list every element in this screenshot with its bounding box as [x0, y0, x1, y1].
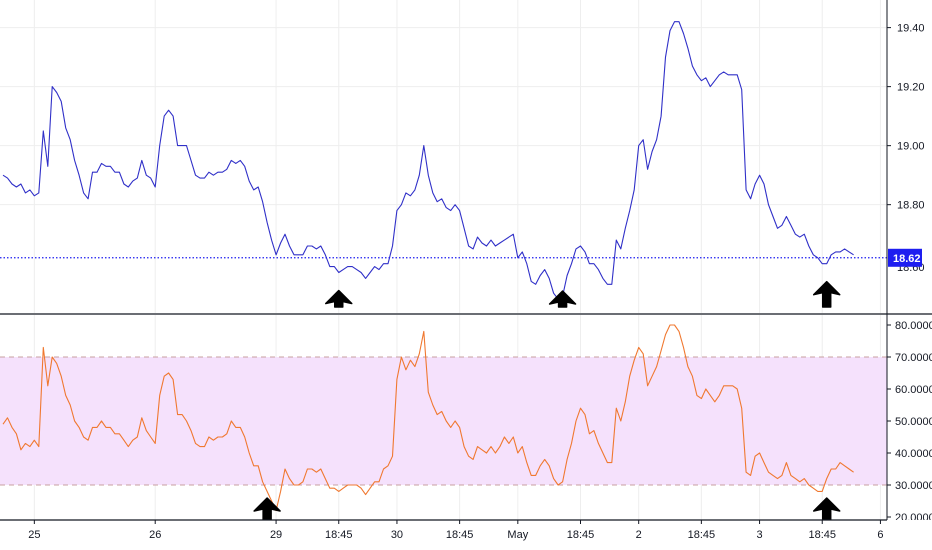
x-tick-label: 29 — [270, 529, 282, 541]
x-axis-background — [0, 520, 932, 550]
x-tick-label: 30 — [391, 529, 403, 541]
x-tick-label: 18:45 — [446, 529, 474, 541]
x-tick-label: 2 — [636, 529, 642, 541]
x-tick-label: 3 — [756, 529, 762, 541]
y-tick-label: 70.0000 — [895, 352, 932, 364]
up-arrow-icon — [325, 289, 353, 308]
x-tick-label: 18:45 — [808, 529, 836, 541]
x-tick-label: 6 — [877, 529, 883, 541]
last-price-label: 18.62 — [893, 253, 921, 265]
y-tick-label: 40.0000 — [895, 448, 932, 460]
y-tick-label: 18.80 — [897, 200, 925, 212]
x-tick-label: 18:45 — [688, 529, 716, 541]
up-arrow-icon — [548, 290, 577, 308]
rsi-band — [0, 357, 887, 485]
y-tick-label: 30.0000 — [895, 480, 932, 492]
x-tick-label: 25 — [28, 529, 40, 541]
rsi-line — [2, 324, 854, 512]
price-line — [2, 21, 854, 300]
rsi-panel: 80.0000 70.0000 60.0000 50.0000 40.0000 30.00… — [0, 315, 932, 524]
y-tick-label: 60.0000 — [895, 384, 932, 396]
last-price-badge — [888, 248, 922, 267]
x-tick-label: May — [507, 529, 528, 541]
y-tick-label: 50.0000 — [895, 416, 932, 428]
x-tick-label: 18:45 — [567, 529, 595, 541]
y-tick-label: 19.20 — [897, 82, 925, 94]
up-arrow-icon — [812, 497, 841, 523]
y-tick-label: 19.00 — [897, 141, 925, 153]
y-tick-label: 80.0000 — [895, 320, 932, 332]
y-tick-label: 19.40 — [897, 23, 925, 35]
x-tick-label: 26 — [149, 529, 161, 541]
up-arrow-icon — [812, 280, 841, 308]
x-tick-label: 18:45 — [325, 529, 353, 541]
